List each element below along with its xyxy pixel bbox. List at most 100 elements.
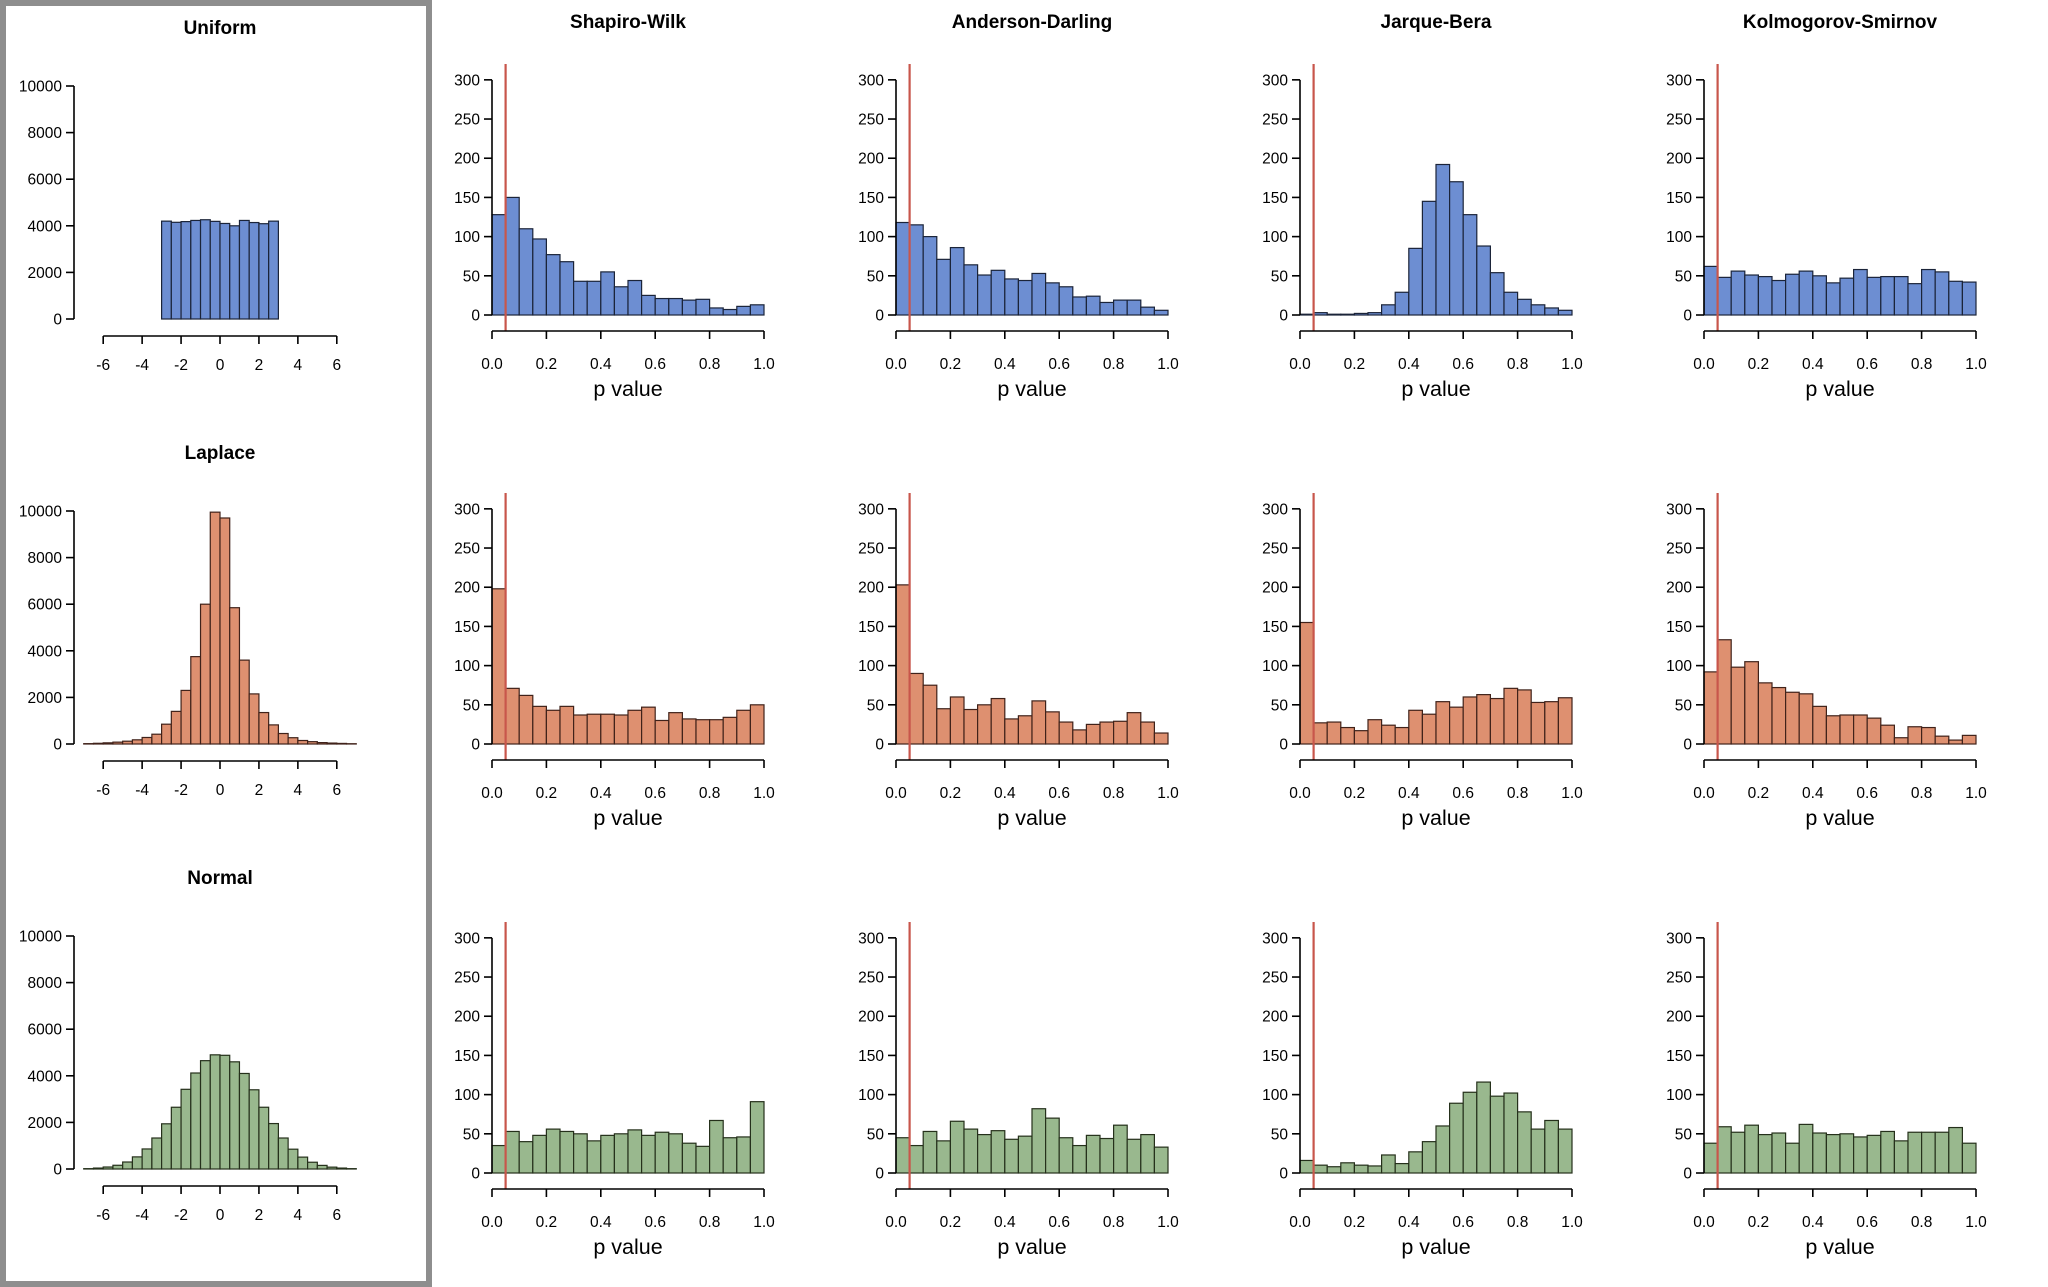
svg-text:1.0: 1.0 [753,785,775,802]
svg-text:50: 50 [463,268,481,285]
svg-text:300: 300 [454,501,480,518]
svg-text:1.0: 1.0 [1561,356,1583,373]
svg-text:0.6: 0.6 [1856,1214,1878,1231]
svg-text:200: 200 [858,580,884,597]
svg-text:0.0: 0.0 [1289,356,1311,373]
svg-text:300: 300 [1666,930,1692,947]
svg-text:250: 250 [858,970,884,987]
svg-text:0: 0 [216,357,225,374]
svg-text:4: 4 [294,1207,303,1224]
svg-text:200: 200 [1666,1009,1692,1026]
panel-normal-jarque-bera: 0 50 100 150 200 250 300 0.0 0.2 0.4 0.6 0.8 1.0 p va… [1240,858,1644,1287]
svg-text:0.4: 0.4 [1802,356,1824,373]
svg-text:1.0: 1.0 [753,1214,775,1231]
svg-text:50: 50 [867,268,885,285]
svg-text:100: 100 [454,1087,480,1104]
svg-text:2000: 2000 [28,265,63,282]
svg-text:150: 150 [858,1048,884,1065]
svg-text:200: 200 [1262,1009,1288,1026]
svg-text:50: 50 [1271,1126,1289,1143]
svg-text:0.6: 0.6 [644,1214,666,1231]
svg-text:0: 0 [53,737,62,754]
svg-text:0.0: 0.0 [885,1214,907,1231]
svg-text:250: 250 [454,112,480,129]
svg-text:0.8: 0.8 [1507,356,1529,373]
uniform-jarque-bera-histogram: 0 50 100 150 200 250 300 0.0 0.2 0.4 0.6 0.8 1.0 p va… [1262,64,1583,401]
panel-uniform-shapiro-wilk: Shapiro-Wilk 0 50 100 150 200 250 300 0.0 0.2 0.4… [432,0,836,429]
svg-text:0: 0 [53,1162,62,1179]
svg-text:200: 200 [454,151,480,168]
svg-text:300: 300 [858,501,884,518]
svg-text:0.2: 0.2 [536,356,558,373]
panel-laplace-shapiro-wilk: 0 50 100 150 200 250 300 0.0 0.2 0.4 0.6 0.8 1.0 p va… [432,429,836,858]
svg-text:250: 250 [858,112,884,129]
svg-text:0.2: 0.2 [1344,1214,1366,1231]
svg-text:50: 50 [463,697,481,714]
panel-laplace-kolmogorov-smirnov: 0 50 100 150 200 250 300 0.0 0.2 0.4 0.6 0.8 1.0 p va… [1644,429,2048,858]
svg-text:100: 100 [858,658,884,675]
svg-text:p value: p value [1805,377,1874,401]
uniform-kolmogorov-smirnov-histogram: 0 50 100 150 200 250 300 0.0 0.2 0.4 0.6 0.8 1.0 p va… [1666,64,1987,401]
svg-text:0.2: 0.2 [940,785,962,802]
svg-text:-4: -4 [135,357,149,374]
svg-text:0.8: 0.8 [1911,356,1933,373]
svg-text:0.6: 0.6 [1452,1214,1474,1231]
svg-text:100: 100 [1262,229,1288,246]
svg-text:8000: 8000 [28,975,63,992]
svg-text:6000: 6000 [28,1022,63,1039]
svg-text:0.8: 0.8 [699,785,721,802]
svg-text:250: 250 [454,541,480,558]
svg-text:0.8: 0.8 [1103,1214,1125,1231]
svg-text:0: 0 [875,737,884,754]
svg-text:200: 200 [1666,580,1692,597]
laplace-shapiro-wilk-histogram: 0 50 100 150 200 250 300 0.0 0.2 0.4 0.6 0.8 1.0 p va… [454,493,775,830]
svg-text:1.0: 1.0 [1965,1214,1987,1231]
svg-text:p value: p value [1401,377,1470,401]
svg-text:50: 50 [1675,268,1693,285]
normal-shapiro-wilk-histogram: 0 50 100 150 200 250 300 0.0 0.2 0.4 0.6 0.8 1.0 p va… [454,922,775,1259]
svg-text:0.8: 0.8 [1911,785,1933,802]
panel-title: Jarque-Bera [1380,12,1492,33]
svg-text:0.4: 0.4 [1802,1214,1824,1231]
svg-text:0.8: 0.8 [1911,1214,1933,1231]
svg-text:100: 100 [858,1087,884,1104]
svg-text:-6: -6 [96,782,110,799]
svg-text:2000: 2000 [28,690,63,707]
svg-text:300: 300 [1262,501,1288,518]
svg-text:6: 6 [332,782,341,799]
svg-text:2: 2 [255,1207,264,1224]
svg-text:6: 6 [332,1207,341,1224]
svg-text:150: 150 [454,190,480,207]
svg-text:150: 150 [1262,1048,1288,1065]
svg-text:0.6: 0.6 [644,356,666,373]
svg-text:250: 250 [1666,541,1692,558]
uniform-distribution-histogram: 0 2000 4000 6000 8000 10000 -6 -4 -2 0 2 4 6 [19,79,341,375]
svg-text:0: 0 [53,312,62,329]
svg-text:p value: p value [593,806,662,830]
svg-text:150: 150 [1262,190,1288,207]
svg-text:300: 300 [1666,501,1692,518]
svg-text:0.6: 0.6 [1856,356,1878,373]
svg-text:0.2: 0.2 [1748,785,1770,802]
svg-text:8000: 8000 [28,125,63,142]
normal-jarque-bera-histogram: 0 50 100 150 200 250 300 0.0 0.2 0.4 0.6 0.8 1.0 p va… [1262,922,1583,1259]
svg-text:300: 300 [858,72,884,89]
panel-title: Laplace [184,443,256,464]
svg-text:300: 300 [1262,72,1288,89]
svg-text:0.4: 0.4 [590,356,612,373]
svg-text:p value: p value [1401,1235,1470,1259]
svg-text:200: 200 [858,151,884,168]
svg-text:0.6: 0.6 [1856,785,1878,802]
panel-title: Uniform [183,18,257,39]
svg-text:0.8: 0.8 [699,356,721,373]
svg-text:100: 100 [1666,658,1692,675]
svg-text:0: 0 [875,308,884,325]
panel-uniform-jarque-bera: Jarque-Bera 0 50 100 150 200 250 300 0.0 0.2 0.4 0… [1240,0,1644,429]
normal-anderson-darling-histogram: 0 50 100 150 200 250 300 0.0 0.2 0.4 0.6 0.8 1.0 p va… [858,922,1179,1259]
svg-text:100: 100 [454,658,480,675]
svg-text:0.0: 0.0 [1693,1214,1715,1231]
svg-text:4: 4 [294,357,303,374]
svg-text:0.4: 0.4 [590,1214,612,1231]
svg-text:-4: -4 [135,1207,149,1224]
